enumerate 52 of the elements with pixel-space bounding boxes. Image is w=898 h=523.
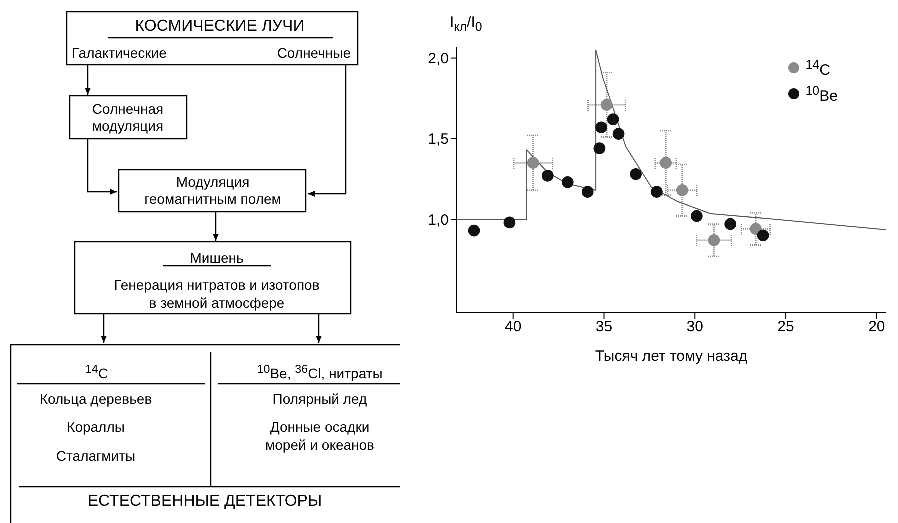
text: морей и океанов bbox=[266, 436, 374, 454]
point bbox=[601, 99, 613, 111]
point bbox=[676, 184, 688, 196]
text: Донные осадки bbox=[270, 418, 370, 436]
text: геомагнитным полем bbox=[144, 190, 282, 208]
point bbox=[750, 223, 762, 236]
text: Мишень bbox=[190, 249, 244, 267]
x-tick-label: 40 bbox=[505, 318, 522, 336]
point bbox=[594, 142, 606, 154]
point bbox=[660, 157, 672, 169]
legend-label: $^{14}$C bbox=[806, 58, 830, 78]
point bbox=[582, 186, 594, 198]
x-tick-label: 35 bbox=[596, 318, 613, 336]
point bbox=[757, 230, 770, 242]
text: модуляция bbox=[92, 117, 164, 135]
y-tick-label: 2,0 bbox=[428, 50, 449, 68]
point bbox=[504, 216, 516, 229]
line-series bbox=[457, 50, 886, 230]
text: КОСМИЧЕСКИЕ ЛУЧИ bbox=[135, 18, 305, 36]
legend-label: $^{10}$Be bbox=[806, 84, 838, 104]
text: Солнечные bbox=[277, 44, 351, 62]
point bbox=[708, 234, 720, 246]
point bbox=[612, 128, 625, 140]
point bbox=[724, 218, 736, 230]
x-tick-label: 30 bbox=[686, 318, 704, 336]
text: Кольца деревьев bbox=[40, 390, 152, 408]
point bbox=[562, 176, 574, 188]
y-tick-label: 1,0 bbox=[428, 212, 449, 229]
point bbox=[596, 122, 608, 134]
x-tick-label: 25 bbox=[778, 318, 794, 336]
text: Сталагмиты bbox=[56, 447, 136, 465]
text: Кораллы bbox=[67, 418, 125, 436]
text: $^{14}$C bbox=[85, 362, 109, 383]
point bbox=[607, 114, 620, 126]
text: Модуляция bbox=[176, 173, 250, 191]
y-tick-label: 1,5 bbox=[428, 131, 449, 148]
y-axis-title: I$_{кл}$/I$_{0}$ bbox=[450, 14, 482, 34]
point bbox=[468, 224, 480, 237]
point bbox=[630, 168, 642, 180]
text: Полярный лед bbox=[272, 390, 368, 408]
x-tick-label: 20 bbox=[868, 318, 886, 336]
point bbox=[651, 186, 663, 198]
text: ЕСТЕСТВЕННЫЕ ДЕТЕКТОРЫ bbox=[88, 493, 322, 511]
text: Солнечная bbox=[92, 100, 164, 118]
text: $^{10}$Be, $^{36}$Cl, нитраты bbox=[257, 362, 383, 383]
text: Галактические bbox=[72, 44, 167, 62]
point bbox=[542, 170, 554, 182]
point bbox=[527, 157, 540, 169]
x-axis-title: Тысяч лет тому назад bbox=[595, 348, 748, 365]
text: Генерация нитратов и изотопов bbox=[114, 276, 320, 294]
text: в земной атмосфере bbox=[149, 294, 285, 312]
point bbox=[691, 210, 703, 222]
